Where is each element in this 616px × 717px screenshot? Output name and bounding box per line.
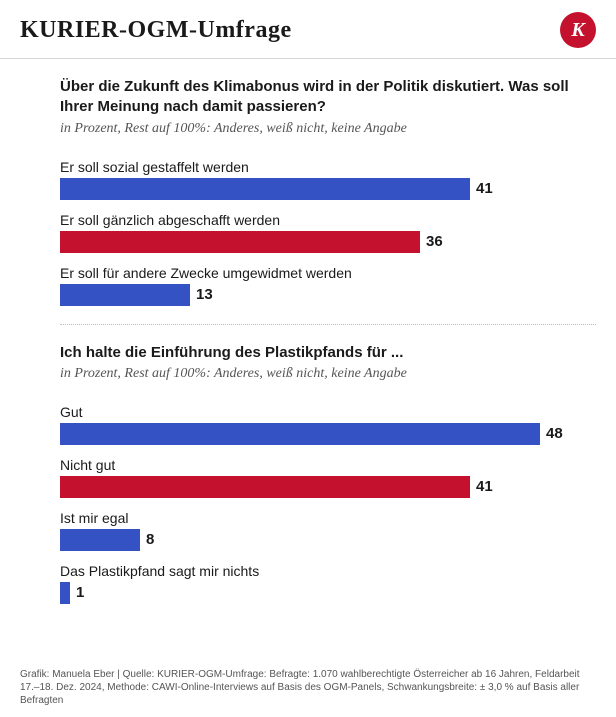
- bar-fill: [60, 423, 540, 445]
- bar-label: Er soll für andere Zwecke umgewidmet wer…: [60, 265, 596, 281]
- question-text: Ich halte die Einführung des Plastikpfan…: [60, 343, 596, 363]
- bar-fill: [60, 529, 140, 551]
- bar-label: Nicht gut: [60, 457, 596, 473]
- bar-value: 13: [196, 286, 213, 303]
- bar-row: 36: [60, 231, 596, 253]
- bar-label: Das Plastikpfand sagt mir nichts: [60, 563, 596, 579]
- bar-row: 1: [60, 582, 596, 604]
- bar-item: Nicht gut 41: [60, 457, 596, 498]
- bar-value: 41: [476, 478, 493, 495]
- question-subnote: in Prozent, Rest auf 100%: Anderes, weiß…: [60, 121, 596, 137]
- bar-value: 36: [426, 233, 443, 250]
- bar-fill: [60, 178, 470, 200]
- bar-row: 8: [60, 529, 596, 551]
- bar-value: 8: [146, 531, 154, 548]
- bar-row: 48: [60, 423, 596, 445]
- logo-letter: K: [571, 19, 584, 42]
- bar-row: 13: [60, 284, 596, 306]
- question-subnote: in Prozent, Rest auf 100%: Anderes, weiß…: [60, 366, 596, 382]
- bar-value: 41: [476, 180, 493, 197]
- bar-label: Er soll sozial gestaffelt werden: [60, 159, 596, 175]
- bar-label: Gut: [60, 404, 596, 420]
- bar-item: Er soll sozial gestaffelt werden 41: [60, 159, 596, 200]
- bar-fill: [60, 284, 190, 306]
- bar-item: Ist mir egal 8: [60, 510, 596, 551]
- bar-item: Das Plastikpfand sagt mir nichts 1: [60, 563, 596, 604]
- bar-item: Gut 48: [60, 404, 596, 445]
- kurier-logo: K: [560, 12, 596, 48]
- bar-label: Er soll gänzlich abgeschafft werden: [60, 212, 596, 228]
- section-divider: [60, 324, 596, 325]
- bar-value: 48: [546, 425, 563, 442]
- bar-item: Er soll gänzlich abgeschafft werden 36: [60, 212, 596, 253]
- page-title: KURIER-OGM-Umfrage: [20, 17, 292, 44]
- bar-row: 41: [60, 476, 596, 498]
- survey-section-0: Über die Zukunft des Klimabonus wird in …: [60, 77, 596, 306]
- bar-row: 41: [60, 178, 596, 200]
- bar-label: Ist mir egal: [60, 510, 596, 526]
- bar-fill: [60, 476, 470, 498]
- bar-value: 1: [76, 584, 84, 601]
- source-footer: Grafik: Manuela Eber | Quelle: KURIER-OG…: [20, 668, 596, 707]
- bar-fill: [60, 582, 70, 604]
- survey-section-1: Ich halte die Einführung des Plastikpfan…: [60, 343, 596, 604]
- header: KURIER-OGM-Umfrage K: [0, 0, 616, 59]
- question-text: Über die Zukunft des Klimabonus wird in …: [60, 77, 596, 118]
- bar-fill: [60, 231, 420, 253]
- bar-item: Er soll für andere Zwecke umgewidmet wer…: [60, 265, 596, 306]
- content-area: Über die Zukunft des Klimabonus wird in …: [0, 59, 616, 604]
